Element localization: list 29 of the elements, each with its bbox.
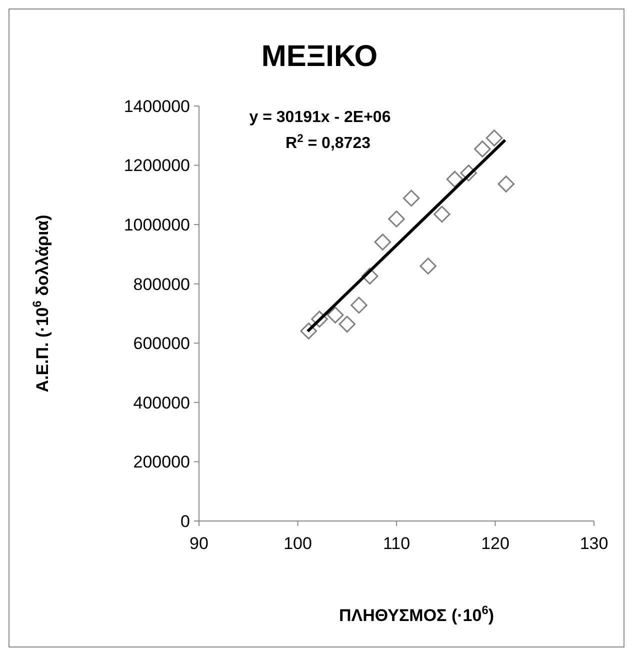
y-tick-label: 200000: [133, 452, 190, 472]
y-tick-label: 400000: [133, 393, 190, 412]
point: [326, 306, 344, 324]
point: [434, 206, 450, 223]
point: [374, 234, 392, 250]
point: [498, 176, 515, 192]
x-tick-label: 100: [284, 534, 312, 553]
x-tick-label: 130: [580, 534, 608, 553]
point: [420, 258, 437, 274]
y-tick-label: 1400000: [124, 96, 190, 116]
annotation: y = 30191x - 2E+06: [249, 109, 391, 126]
chart-title: ΜΕΞΙΚΟ: [261, 40, 378, 73]
y-tick-label: 800000: [133, 274, 190, 294]
point: [402, 190, 420, 207]
point: [350, 296, 368, 314]
y-tick-label: 1000000: [124, 216, 190, 235]
point: [388, 210, 405, 228]
point: [474, 140, 491, 158]
point: [338, 316, 356, 333]
x-tick-label: 110: [382, 534, 410, 553]
x-tick-label: 120: [481, 534, 510, 553]
x-tick-label: 90: [190, 534, 208, 553]
y-tick-label: 600000: [133, 334, 190, 354]
x-axis-title: ΠΛΗΘΥΣΜΟΣ (·10$^{6}$): [338, 603, 494, 625]
point: [486, 130, 503, 146]
y-tick-label: 0: [180, 512, 190, 531]
annotation: R$^{2}$ = 0,8723: [286, 133, 371, 152]
y-tick-label: 1200000: [124, 156, 190, 176]
point: [446, 170, 464, 188]
